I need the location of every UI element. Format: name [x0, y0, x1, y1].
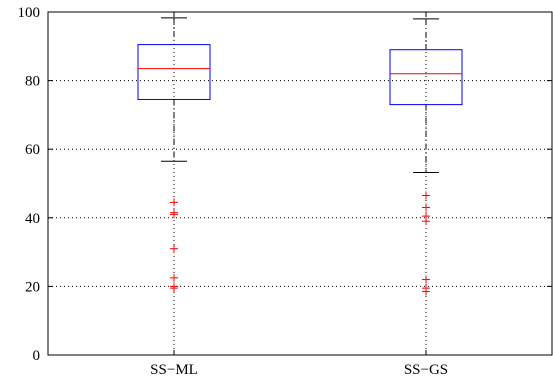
outlier-point [422, 275, 430, 284]
box-group [389, 18, 463, 296]
plot-frame [47, 11, 553, 356]
x-tick-label: SS−GS [404, 362, 448, 378]
outlier-point [170, 198, 178, 207]
x-tick-label: SS−ML [150, 362, 198, 378]
y-tick-label: 60 [25, 142, 40, 158]
y-tick-label: 40 [25, 211, 40, 227]
y-tick-label: 80 [25, 74, 40, 90]
outlier-point [170, 244, 178, 253]
outlier-point [170, 273, 178, 282]
box-plot-series [137, 17, 463, 296]
outlier-point [170, 210, 178, 219]
outlier-point [422, 287, 430, 296]
outlier-point [422, 217, 430, 226]
interquartile-box [137, 44, 211, 100]
outlier-point [170, 284, 178, 293]
axes: 0 20 40 60 80 100 SS−ML SS−GS [18, 5, 553, 378]
y-tick-label: 0 [33, 348, 41, 364]
box-group [137, 17, 211, 293]
outlier-point [422, 191, 430, 200]
y-tick-label: 100 [18, 5, 41, 21]
outlier-point [422, 203, 430, 212]
interquartile-box [389, 49, 463, 106]
grid-lines [48, 12, 552, 355]
y-tick-label: 20 [25, 279, 40, 295]
